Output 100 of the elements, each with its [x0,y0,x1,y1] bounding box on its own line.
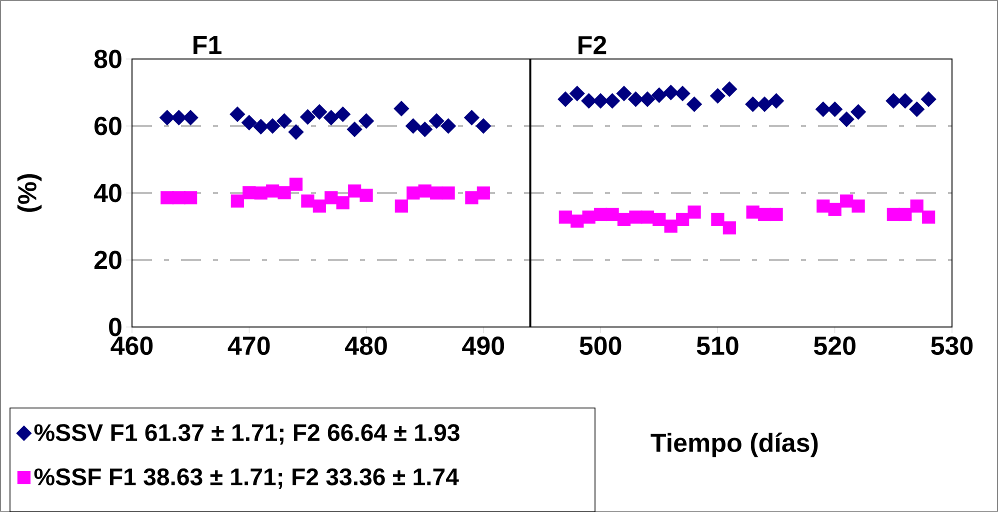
point [558,91,574,108]
point [592,93,608,109]
point [394,200,408,213]
point [604,93,620,109]
y-tick-label: 60 [94,116,122,136]
point [182,110,198,126]
point [852,200,865,213]
x-tick-label: 520 [814,336,856,355]
x-tick-label: 490 [462,336,504,355]
point [827,101,843,118]
x-axis-title: Tiempo (días) [650,432,818,458]
point [264,118,280,134]
point [920,91,936,108]
point [711,212,724,226]
point [664,220,678,233]
point [241,114,257,130]
point [301,194,314,208]
legend-label: %SSV F1 61.37 ± 1.71; F2 66.64 ± 1.93 [34,424,460,445]
y-tick-label: 80 [94,50,122,68]
point [640,210,654,224]
point [440,118,456,134]
y-tick-label: 0 [109,318,122,336]
point [569,86,585,102]
x-tick-label: 530 [931,336,973,355]
point [312,200,326,213]
point [312,104,328,120]
point [816,200,830,213]
point [886,93,902,109]
x-tick-label: 500 [580,336,622,355]
point [476,118,492,134]
point [922,210,936,224]
y-axis-title: (%) [17,174,42,212]
point [159,110,175,126]
point [628,91,644,108]
point [300,109,316,125]
point [428,113,444,129]
point [570,214,584,228]
point [348,184,362,198]
point [768,93,784,109]
point [465,191,478,204]
point [335,106,351,122]
point [405,118,421,134]
text: F2 [578,36,606,54]
point [171,110,187,126]
point [640,91,656,108]
point [417,122,433,138]
point [253,118,269,135]
point [346,122,362,138]
point [476,186,490,200]
point [358,113,374,129]
point [722,81,738,97]
point [686,96,702,112]
point [230,106,246,122]
point [230,194,244,208]
point [289,178,303,191]
point [278,186,291,200]
x-tick-label: 480 [344,336,387,355]
point [722,221,736,234]
point [276,113,292,129]
point [756,96,772,112]
point [897,93,913,109]
point [676,212,690,226]
point [336,196,350,210]
point [663,84,679,100]
point [184,191,198,204]
point [394,100,410,116]
x-tick-label: 460 [110,336,153,355]
point [674,86,690,102]
point [558,210,572,224]
point [323,110,339,126]
point [442,186,455,200]
text: F1 [194,36,222,54]
x-tick-label: 510 [696,336,738,355]
point [898,208,912,221]
point [815,101,831,118]
point [745,96,761,112]
point [464,110,480,126]
point [828,202,842,216]
point [324,191,338,204]
point [909,101,925,118]
point [582,210,596,224]
point [838,111,854,128]
point [616,86,632,102]
legend-label: %SSF F1 38.63 ± 1.71; F2 33.36 ± 1.74 [34,468,459,489]
point [651,87,667,104]
point [652,212,666,226]
x-tick-label: 470 [228,336,270,355]
point [606,208,619,221]
point [910,200,924,213]
point [581,93,597,109]
point [850,104,866,120]
point [840,194,854,208]
point [770,208,783,221]
y-tick-label: 20 [94,250,122,270]
y-tick-label: 40 [94,184,122,202]
point [288,124,304,140]
point [617,212,631,226]
point [360,188,373,202]
point [710,88,726,104]
point [688,206,701,219]
